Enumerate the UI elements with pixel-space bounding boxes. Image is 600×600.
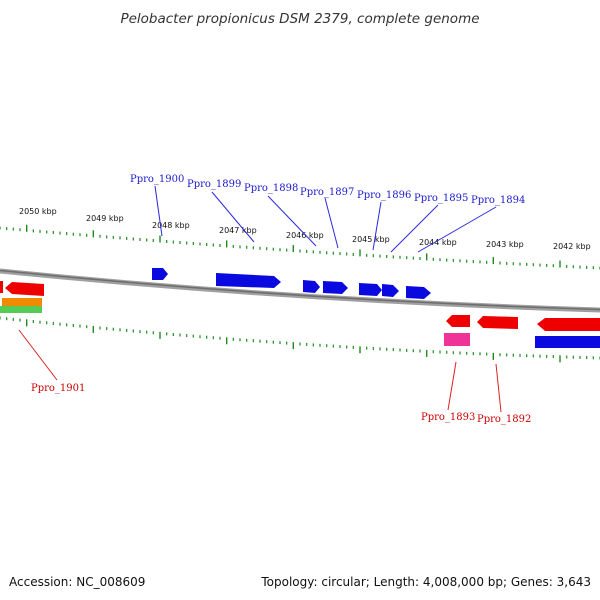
gene-ppro-1895[interactable]	[382, 284, 399, 297]
scale-label: 2044 kbp	[419, 238, 457, 247]
gene-label-ppro-1901[interactable]: Ppro_1901	[31, 383, 85, 394]
scale-label: 2049 kbp	[86, 214, 124, 223]
scale-labels: 2050 kbp 2049 kbp 2048 kbp 2047 kbp 2046…	[19, 207, 591, 251]
outer-scale-ticks	[0, 224, 600, 270]
scale-label: 2047 kbp	[219, 226, 257, 235]
feature-orange-track[interactable]	[2, 298, 42, 306]
gene-ppro-1893[interactable]	[446, 315, 470, 327]
gene-ppro-1899[interactable]	[216, 273, 281, 288]
gene-right-edge-blue[interactable]	[535, 336, 600, 348]
gene-left-edge-red[interactable]	[0, 281, 3, 293]
gene-right-edge-red[interactable]	[537, 318, 600, 331]
reverse-genes	[0, 281, 600, 331]
scale-label: 2045 kbp	[352, 235, 390, 244]
feature-pink-track[interactable]	[444, 333, 470, 346]
gene-label-ppro-1897[interactable]: Ppro_1897	[300, 187, 354, 198]
reverse-leader-lines	[18, 329, 502, 413]
scale-label: 2046 kbp	[286, 231, 324, 240]
gene-label-ppro-1899[interactable]: Ppro_1899	[187, 179, 241, 190]
gene-ppro-1900[interactable]	[152, 268, 168, 280]
forward-genes	[152, 268, 600, 348]
gene-label-ppro-1895[interactable]: Ppro_1895	[414, 193, 468, 204]
map-title: Pelobacter propionicus DSM 2379, complet…	[120, 11, 479, 27]
scale-label: 2050 kbp	[19, 207, 57, 216]
gene-ppro-1898[interactable]	[303, 280, 320, 293]
genome-backbone	[0, 268, 600, 313]
gene-label-ppro-1892[interactable]: Ppro_1892	[477, 414, 531, 425]
gene-label-ppro-1893[interactable]: Ppro_1893	[421, 412, 475, 423]
gene-label-ppro-1896[interactable]: Ppro_1896	[357, 190, 411, 201]
scale-label: 2043 kbp	[486, 240, 524, 249]
accession-text: Accession: NC_008609	[9, 575, 145, 589]
inner-scale-ticks	[0, 316, 600, 363]
forward-leader-lines	[154, 185, 497, 253]
scale-label: 2042 kbp	[553, 242, 591, 251]
forward-gene-labels: Ppro_1900 Ppro_1899 Ppro_1898 Ppro_1897 …	[130, 174, 525, 206]
gene-ppro-1897[interactable]	[323, 281, 348, 294]
gene-ppro-1896[interactable]	[359, 283, 382, 296]
reverse-gene-labels: Ppro_1901 Ppro_1893 Ppro_1892	[31, 383, 531, 425]
feature-green-track[interactable]	[0, 306, 42, 313]
gene-ppro-1892[interactable]	[477, 316, 518, 329]
gene-ppro-1894[interactable]	[406, 286, 431, 299]
topology-text: Topology: circular; Length: 4,008,000 bp…	[260, 575, 591, 589]
gene-label-ppro-1898[interactable]: Ppro_1898	[244, 183, 298, 194]
gene-label-ppro-1894[interactable]: Ppro_1894	[471, 195, 525, 206]
scale-label: 2048 kbp	[152, 221, 190, 230]
gene-label-ppro-1900[interactable]: Ppro_1900	[130, 174, 184, 185]
genome-backbone-core	[0, 269, 600, 311]
gene-ppro-1901[interactable]	[5, 282, 44, 296]
